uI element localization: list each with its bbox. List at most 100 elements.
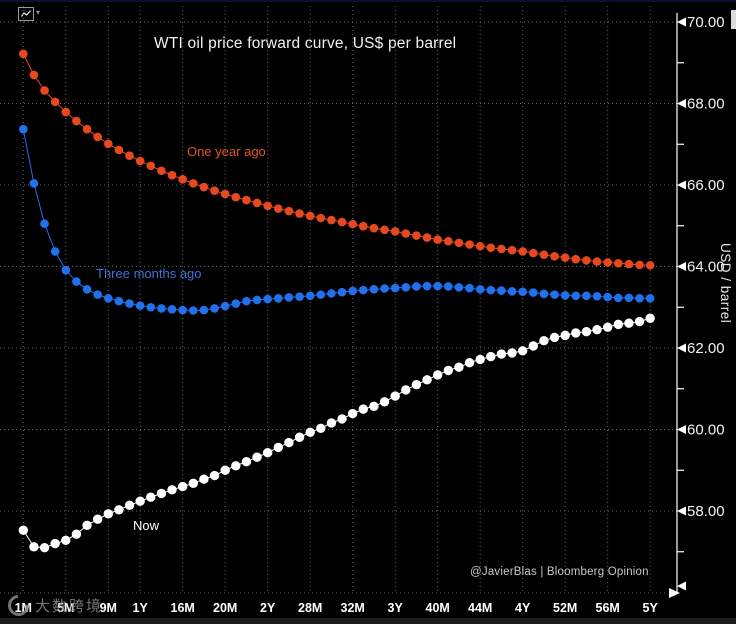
y-axis: 70.00 68.00 66.00 64.00 62.00 60.00 58.00: [669, 13, 725, 598]
data-point: [18, 525, 28, 535]
data-point: [316, 423, 326, 433]
data-point: [29, 179, 39, 188]
data-point: [156, 488, 167, 499]
x-tick-label: 40M: [426, 601, 450, 615]
watermark-logo-icon: [3, 590, 34, 621]
data-point: [422, 233, 432, 242]
y-tick-label: 64.00: [687, 259, 725, 276]
data-point: [242, 296, 251, 306]
series-label-now: Now: [133, 518, 160, 533]
x-tick-label: 5M: [57, 601, 74, 615]
data-point: [114, 505, 124, 515]
chart-title: WTI oil price forward curve, US$ per bar…: [154, 35, 457, 52]
data-point: [295, 209, 304, 218]
data-point: [19, 49, 28, 59]
data-point: [444, 236, 453, 246]
y-tick-label: 68.00: [687, 96, 725, 113]
data-point: [348, 286, 357, 296]
data-point: [263, 201, 272, 211]
x-tick-label: 28M: [298, 601, 322, 615]
data-point: [454, 362, 464, 372]
x-tick-label: 20M: [213, 601, 237, 615]
data-point: [61, 107, 71, 117]
x-tick-label: 9M: [100, 601, 117, 615]
window-edge-fragment: [731, 10, 736, 29]
data-point: [592, 324, 602, 335]
x-tick-label: 3Y: [388, 601, 404, 615]
data-point: [560, 291, 570, 300]
x-axis-labels: 1M 5M 9M 1Y 16M 20M 2Y 28M 32M 3Y 40M 44M 4Y 52M 56M 5Y: [15, 601, 659, 615]
data-point: [550, 290, 559, 299]
series-three-months-ago: [19, 124, 655, 315]
data-point: [252, 295, 262, 305]
data-point: [432, 370, 443, 380]
data-point: [592, 257, 602, 266]
y-tick-arrow: [677, 262, 686, 271]
line-chart-icon: [21, 10, 31, 17]
data-point: [189, 306, 198, 315]
data-point: [634, 316, 645, 327]
data-point: [104, 293, 113, 303]
data-point: [497, 286, 506, 295]
data-point: [50, 538, 60, 549]
chevron-down-icon[interactable]: ▾: [36, 8, 41, 17]
data-point: [327, 215, 336, 225]
data-point: [125, 299, 134, 308]
x-tick-label: 1M: [15, 601, 32, 615]
data-point: [274, 293, 283, 303]
x-tick-label: 2Y: [260, 601, 276, 615]
data-point: [433, 235, 442, 244]
data-point: [614, 293, 623, 303]
data-point: [539, 289, 549, 299]
data-point: [454, 238, 464, 248]
x-tick-label: 44M: [468, 601, 492, 615]
data-point: [528, 341, 538, 351]
data-point: [602, 322, 613, 332]
data-point: [411, 379, 422, 390]
data-point: [486, 351, 496, 362]
data-point: [582, 256, 591, 265]
series-one-year-ago: [19, 49, 655, 270]
data-point: [326, 418, 337, 428]
data-point: [19, 124, 28, 134]
data-point: [252, 198, 262, 208]
data-point: [274, 204, 283, 213]
data-point: [273, 442, 283, 453]
watermark: 大数跨境: [3, 590, 103, 621]
data-point: [581, 327, 592, 337]
data-point: [550, 252, 559, 261]
x-tick-label: 4Y: [515, 601, 531, 615]
data-point: [401, 385, 411, 395]
data-point: [475, 241, 485, 251]
data-point: [231, 299, 241, 308]
data-point: [92, 514, 103, 524]
data-point: [220, 301, 230, 311]
y-tick-arrow: [677, 17, 686, 27]
data-point: [242, 195, 251, 205]
data-point: [82, 520, 92, 530]
data-point: [262, 448, 273, 458]
data-point: [82, 124, 92, 134]
data-point: [369, 285, 379, 294]
data-point: [40, 86, 49, 95]
data-point: [369, 401, 379, 411]
data-point: [167, 485, 177, 495]
data-point: [624, 293, 634, 303]
chart-type-button[interactable]: [18, 7, 34, 21]
data-point: [210, 304, 219, 313]
data-point: [486, 285, 496, 295]
data-point: [210, 186, 219, 196]
data-point: [146, 302, 156, 312]
x-tick-label: 1Y: [133, 601, 149, 615]
data-point: [135, 496, 145, 506]
data-point: [263, 294, 272, 304]
data-point: [529, 248, 538, 258]
data-point: [582, 291, 591, 301]
data-point: [327, 289, 336, 298]
data-point: [61, 265, 71, 275]
data-point: [433, 281, 442, 291]
series-label-one-year-ago: One year ago: [187, 144, 266, 159]
data-point: [507, 348, 517, 358]
data-point: [209, 470, 220, 481]
